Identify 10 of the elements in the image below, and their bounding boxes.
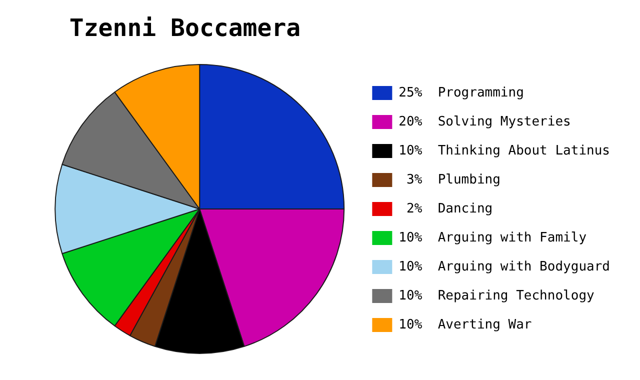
legend-label: 10% Repairing Technology [398, 288, 595, 304]
legend-label: 25% Programming [398, 85, 524, 100]
legend-label: 20% Solving Mysteries [398, 114, 571, 130]
chart-title: Tzenni Boccamera [68, 14, 302, 42]
legend-label: 10% Averting War [398, 317, 532, 332]
legend-label: 2% Dancing [398, 201, 493, 216]
legend-label: 10% Arguing with Family [398, 230, 587, 246]
legend-label: 3% Plumbing [398, 172, 500, 188]
legend-label: 10% Thinking About Latinus [398, 143, 610, 158]
legend-label: 10% Arguing with Bodyguard [398, 259, 610, 274]
